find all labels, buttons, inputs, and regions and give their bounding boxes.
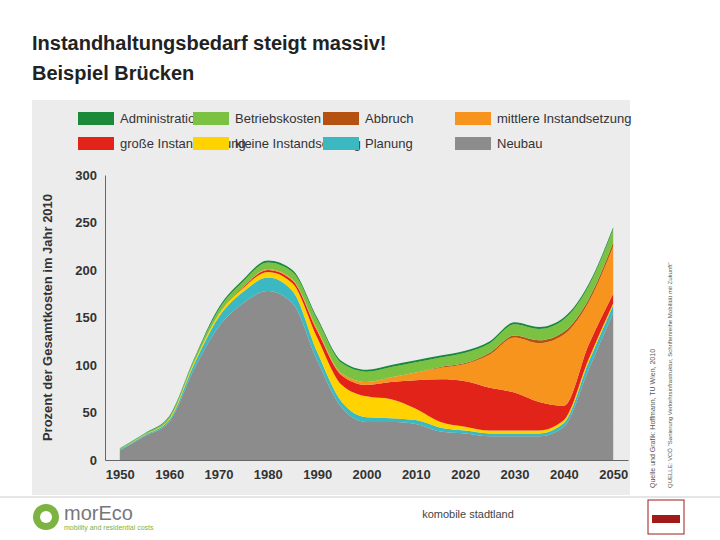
tick: 1980 <box>254 460 283 482</box>
tick: 2040 <box>550 460 579 482</box>
partner-logo <box>648 500 684 534</box>
logo-tagline: mobility and residential costs <box>64 524 154 532</box>
tick: 2020 <box>451 460 480 482</box>
tick-label: 2000 <box>353 467 382 482</box>
legend-label: kleine Instandsetzung <box>235 136 361 151</box>
axis-line <box>105 176 106 461</box>
partner-logo-band <box>652 515 680 523</box>
tick: 0 <box>90 453 105 468</box>
footer-rule <box>0 497 720 498</box>
tick: 2050 <box>599 460 628 482</box>
legend-item: kleine Instandsetzung <box>193 136 361 151</box>
tick: 150 <box>75 310 105 325</box>
tick: 300 <box>75 168 105 183</box>
tick: 50 <box>83 405 105 420</box>
legend-item: Planung <box>323 136 413 151</box>
source-note: QUELLE: VCÖ "Sanierung Verkehrsinfrastru… <box>667 262 673 488</box>
legend-label: Administration <box>120 111 202 126</box>
x-axis: 1950 1960 1970 1980 1990 2000 2010 2020 2030 2040… <box>106 460 629 482</box>
tick-label: 1960 <box>155 467 184 482</box>
slide: Instandhaltungsbedarf steigt massiv! Beis… <box>0 0 720 540</box>
tick: 1960 <box>155 460 184 482</box>
tick-label: 150 <box>75 310 97 325</box>
tick: 1950 <box>106 460 135 482</box>
legend-label: mittlere Instandsetzung <box>497 111 631 126</box>
tick-label: 100 <box>75 358 97 373</box>
logo-icon-inner <box>40 511 52 523</box>
legend-item: Administration <box>78 111 202 126</box>
tick: 1970 <box>205 460 234 482</box>
y-axis-title: Prozent der Gesamtkosten im Jahr 2010 <box>40 194 55 441</box>
footer-text: komobile stadtland <box>422 508 514 520</box>
tick-label: 50 <box>83 405 97 420</box>
legend-label: Betriebskosten <box>235 111 321 126</box>
logo-text: morEco <box>64 502 133 524</box>
subtitle: Beispiel Brücken <box>32 62 194 84</box>
chart-panel <box>32 100 630 495</box>
tick-label: 1990 <box>303 467 332 482</box>
tick-label: 2010 <box>402 467 431 482</box>
legend-label: Planung <box>365 136 413 151</box>
tick-label: 1970 <box>205 467 234 482</box>
area-series <box>120 227 613 448</box>
title: Instandhaltungsbedarf steigt massiv! <box>32 32 387 54</box>
legend-item: mittlere Instandsetzung <box>455 111 631 126</box>
tick-label: 300 <box>75 168 97 183</box>
tick-label: 1980 <box>254 467 283 482</box>
legend-swatch <box>78 112 114 125</box>
tick-label: 0 <box>90 453 97 468</box>
tick: 200 <box>75 263 105 278</box>
plot-areas <box>120 227 613 460</box>
tick-label: 2030 <box>501 467 530 482</box>
legend-label: Neubau <box>497 136 543 151</box>
tick-label: 200 <box>75 263 97 278</box>
legend-item: Neubau <box>455 136 543 151</box>
legend-swatch <box>193 112 229 125</box>
legend-swatch <box>323 137 359 150</box>
axis-line <box>106 460 629 461</box>
legend-label: Abbruch <box>365 111 413 126</box>
tick: 2010 <box>402 460 431 482</box>
tick: 2030 <box>501 460 530 482</box>
legend-item: Betriebskosten <box>193 111 321 126</box>
tick-label: 2020 <box>451 467 480 482</box>
area-series <box>120 246 613 449</box>
source-note: Quelle und Grafik: Hoffmann, TU Wien, 20… <box>649 349 657 488</box>
tick: 1990 <box>303 460 332 482</box>
tick-label: 2040 <box>550 467 579 482</box>
legend-item: große Instandsetzung <box>78 136 246 151</box>
tick: 2000 <box>353 460 382 482</box>
legend-swatch <box>193 137 229 150</box>
y-axis: 0 50 100 150 200 250 300 <box>75 168 105 468</box>
tick: 250 <box>75 215 105 230</box>
tick: 100 <box>75 358 105 373</box>
legend-item: Abbruch <box>323 111 413 126</box>
legend-swatch <box>455 137 491 150</box>
legend-swatch <box>323 112 359 125</box>
area-series <box>120 242 613 449</box>
logo-icon <box>33 504 59 530</box>
legend-swatch <box>78 137 114 150</box>
tick-label: 250 <box>75 215 97 230</box>
legend-label: große Instandsetzung <box>120 136 246 151</box>
area-series <box>120 229 613 449</box>
legend-swatch <box>455 112 491 125</box>
tick-label: 1950 <box>106 467 135 482</box>
tick-label: 2050 <box>599 467 628 482</box>
